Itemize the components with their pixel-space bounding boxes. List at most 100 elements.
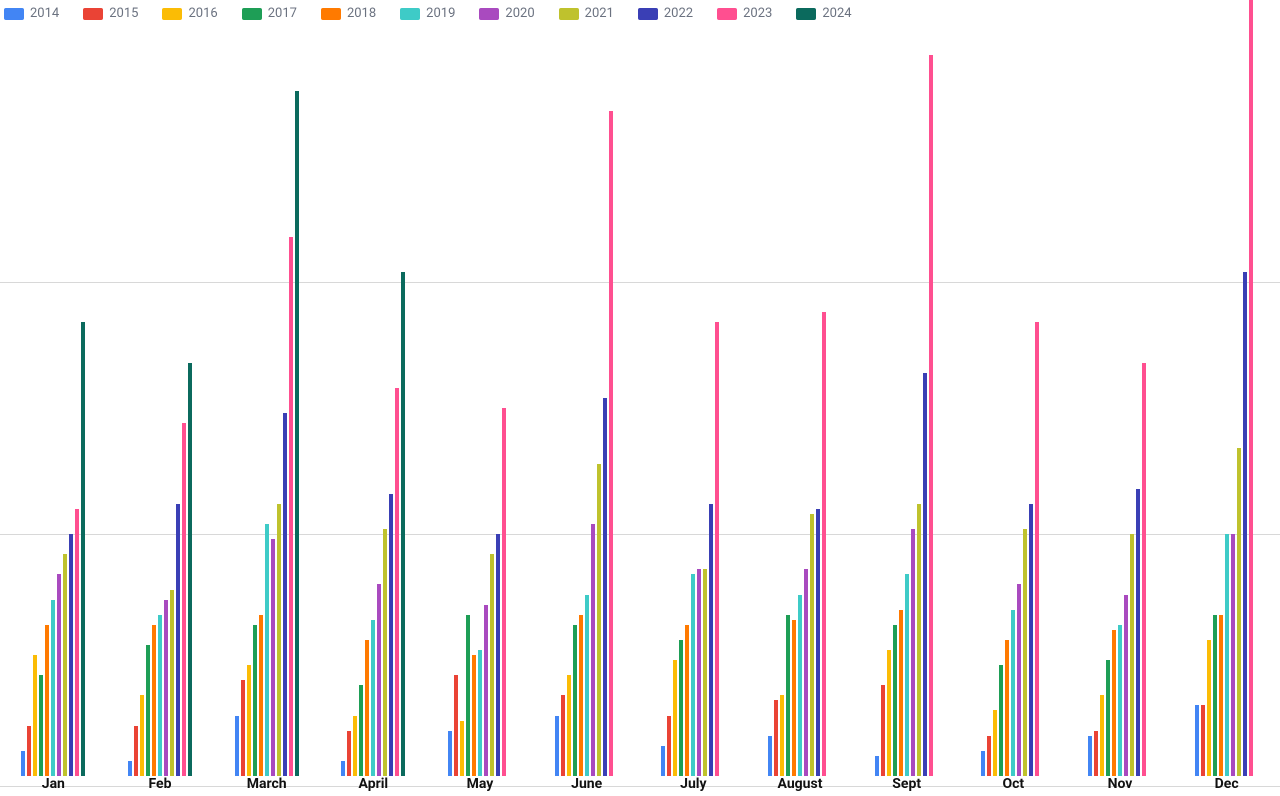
bar[interactable]	[999, 665, 1003, 776]
legend-item-2023[interactable]: 2023	[717, 6, 772, 21]
bar[interactable]	[899, 610, 903, 776]
bar[interactable]	[1100, 695, 1104, 776]
bar[interactable]	[353, 716, 357, 776]
bar[interactable]	[1011, 610, 1015, 776]
bar[interactable]	[786, 615, 790, 776]
bar[interactable]	[987, 736, 991, 776]
bar[interactable]	[164, 600, 168, 776]
bar[interactable]	[241, 680, 245, 776]
bar[interactable]	[460, 721, 464, 776]
bar[interactable]	[63, 554, 67, 776]
bar[interactable]	[39, 675, 43, 776]
bar[interactable]	[140, 695, 144, 776]
bar[interactable]	[1035, 322, 1039, 776]
bar[interactable]	[448, 731, 452, 776]
bar[interactable]	[289, 237, 293, 776]
bar[interactable]	[21, 751, 25, 776]
bar[interactable]	[277, 504, 281, 776]
bar[interactable]	[377, 584, 381, 776]
bar[interactable]	[146, 645, 150, 776]
bar[interactable]	[69, 534, 73, 776]
bar[interactable]	[359, 685, 363, 776]
bar[interactable]	[472, 655, 476, 776]
legend-item-2016[interactable]: 2016	[162, 6, 217, 21]
bar[interactable]	[182, 423, 186, 776]
bar[interactable]	[259, 615, 263, 776]
legend-item-2020[interactable]: 2020	[479, 6, 534, 21]
bar[interactable]	[1029, 504, 1033, 776]
bar[interactable]	[993, 710, 997, 776]
bar[interactable]	[804, 569, 808, 776]
bar[interactable]	[591, 524, 595, 776]
bar[interactable]	[1207, 640, 1211, 776]
bar[interactable]	[134, 726, 138, 776]
bar[interactable]	[810, 514, 814, 776]
bar[interactable]	[780, 695, 784, 776]
bar[interactable]	[661, 746, 665, 776]
bar[interactable]	[887, 650, 891, 776]
bar[interactable]	[881, 685, 885, 776]
bar[interactable]	[1249, 0, 1253, 776]
bar[interactable]	[1225, 534, 1229, 776]
bar[interactable]	[768, 736, 772, 776]
bar[interactable]	[235, 716, 239, 776]
bar[interactable]	[1005, 640, 1009, 776]
bar[interactable]	[496, 534, 500, 776]
bar[interactable]	[1195, 705, 1199, 776]
bar[interactable]	[1023, 529, 1027, 776]
legend-item-2024[interactable]: 2024	[796, 6, 851, 21]
bar[interactable]	[1237, 448, 1241, 776]
bar[interactable]	[271, 539, 275, 776]
bar[interactable]	[152, 625, 156, 776]
bar[interactable]	[816, 509, 820, 776]
legend-item-2021[interactable]: 2021	[559, 6, 614, 21]
bar[interactable]	[709, 504, 713, 776]
legend-item-2018[interactable]: 2018	[321, 6, 376, 21]
bar[interactable]	[389, 494, 393, 776]
bar[interactable]	[176, 504, 180, 776]
bar[interactable]	[1094, 731, 1098, 776]
bar[interactable]	[401, 272, 405, 776]
bar[interactable]	[247, 665, 251, 776]
bar[interactable]	[383, 529, 387, 776]
legend-item-2014[interactable]: 2014	[4, 6, 59, 21]
bar[interactable]	[478, 650, 482, 776]
bar[interactable]	[1124, 595, 1128, 776]
bar[interactable]	[917, 504, 921, 776]
bar[interactable]	[981, 751, 985, 776]
bar[interactable]	[1142, 363, 1146, 776]
bar[interactable]	[1088, 736, 1092, 776]
bar[interactable]	[341, 761, 345, 776]
bar[interactable]	[75, 509, 79, 776]
bar[interactable]	[1231, 534, 1235, 776]
bar[interactable]	[57, 574, 61, 776]
bar[interactable]	[253, 625, 257, 776]
bar[interactable]	[792, 620, 796, 776]
bar[interactable]	[1243, 272, 1247, 776]
bar[interactable]	[454, 675, 458, 776]
bar[interactable]	[27, 726, 31, 776]
bar[interactable]	[188, 363, 192, 776]
bar[interactable]	[395, 388, 399, 776]
bar[interactable]	[875, 756, 879, 776]
bar[interactable]	[502, 408, 506, 776]
bar[interactable]	[893, 625, 897, 776]
bar[interactable]	[573, 625, 577, 776]
bar[interactable]	[774, 700, 778, 776]
bar[interactable]	[911, 529, 915, 776]
bar[interactable]	[158, 615, 162, 776]
bar[interactable]	[798, 595, 802, 776]
bar[interactable]	[1112, 630, 1116, 776]
bar[interactable]	[603, 398, 607, 776]
legend-item-2017[interactable]: 2017	[242, 6, 297, 21]
bar[interactable]	[1219, 615, 1223, 776]
bar[interactable]	[691, 574, 695, 776]
bar[interactable]	[597, 464, 601, 776]
bar[interactable]	[1106, 660, 1110, 776]
legend-item-2015[interactable]: 2015	[83, 6, 138, 21]
bar[interactable]	[1118, 625, 1122, 776]
bar[interactable]	[1136, 489, 1140, 776]
bar[interactable]	[579, 615, 583, 776]
bar[interactable]	[1017, 584, 1021, 776]
bar[interactable]	[697, 569, 701, 776]
